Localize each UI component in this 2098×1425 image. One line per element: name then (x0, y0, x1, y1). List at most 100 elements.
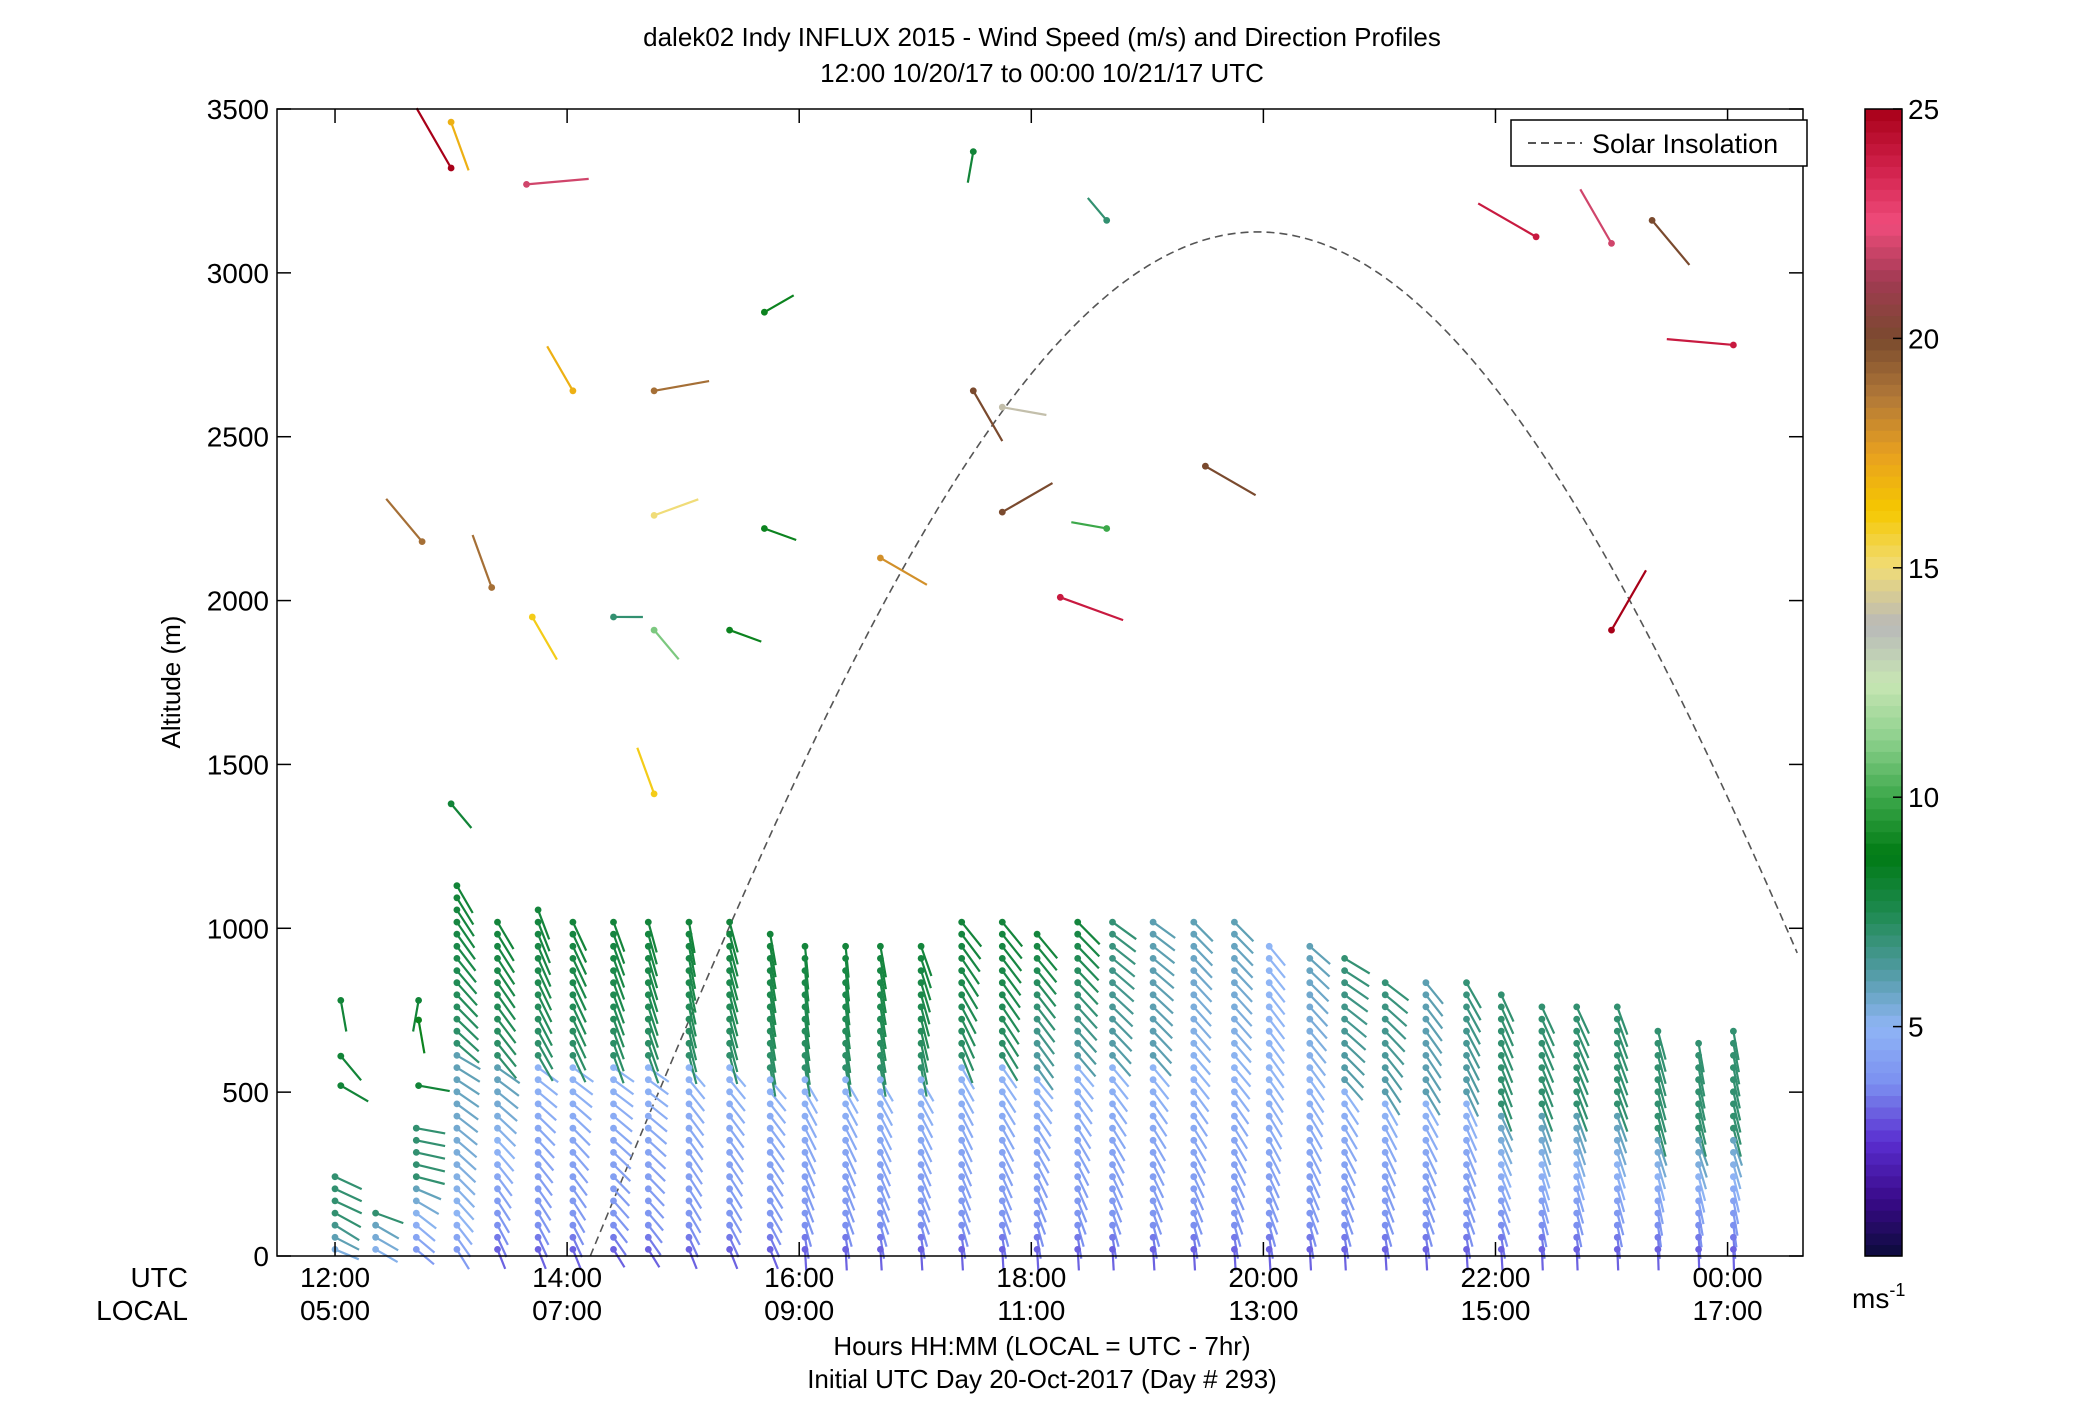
wind-barb-dot (494, 1112, 501, 1120)
wind-barb-dot (534, 1246, 542, 1253)
wind-barb (844, 1103, 859, 1127)
wind-barb-dot (877, 1003, 884, 1011)
wind-barb-dot (1074, 942, 1082, 950)
wind-barb-dot (877, 1124, 884, 1132)
wind-barb-dot (644, 942, 652, 950)
wind-barb-dot (534, 1076, 542, 1084)
wind-barb-dot (534, 1039, 542, 1047)
wind-barb (456, 1200, 475, 1221)
wind-barb-dot (685, 1136, 693, 1144)
wind-barb (769, 1236, 781, 1258)
wind-barb (418, 1084, 450, 1093)
wind-barb-dot (1730, 341, 1737, 349)
wind-barb (1308, 1018, 1328, 1040)
wind-barb-dot (1033, 1039, 1041, 1047)
wind-barb-dot (969, 148, 977, 156)
wind-barb (1152, 921, 1176, 939)
wind-barb-dot (1613, 1076, 1621, 1084)
wind-barb-dot (1033, 1052, 1041, 1059)
wind-barb-dot (998, 1221, 1006, 1229)
colorbar-segment (1865, 1152, 1902, 1165)
wind-barb-dot (958, 1027, 966, 1035)
wind-barb (803, 1031, 811, 1062)
wind-barb (1384, 1091, 1401, 1116)
wind-barb-dot (1654, 1039, 1662, 1047)
wind-barb (1233, 945, 1254, 967)
wind-barb-dot (1381, 1027, 1389, 1035)
wind-barb (1192, 994, 1213, 1015)
wind-barb-dot (1190, 1052, 1198, 1059)
wind-barb-dot (761, 525, 768, 532)
wind-barb (537, 933, 551, 964)
wind-barb (496, 994, 516, 1021)
wind-barb-dot (610, 1039, 617, 1047)
wind-barb (571, 1006, 587, 1035)
wind-barb (1309, 981, 1330, 1003)
wind-barb (1656, 1115, 1667, 1145)
wind-barb (1111, 1200, 1123, 1223)
initial-day-label: Initial UTC Day 20-Oct-2017 (Day # 293) (807, 1364, 1277, 1394)
wind-barb (496, 921, 515, 950)
wind-barb (960, 933, 982, 960)
wind-barb-dot (842, 1197, 849, 1205)
wind-barb-dot (1381, 1136, 1389, 1144)
wind-barb-dot (1695, 1197, 1702, 1205)
wind-barb (919, 1030, 930, 1061)
wind-barb (456, 1030, 480, 1053)
wind-barb (728, 1163, 744, 1185)
colorbar-segment (1865, 602, 1902, 615)
wind-barb (1192, 1042, 1212, 1064)
wind-barb-dot (969, 387, 977, 395)
wind-barb (1384, 1188, 1396, 1211)
wind-barb-dot (1074, 1233, 1082, 1241)
wind-barb (1233, 957, 1254, 979)
wind-barb (647, 946, 659, 977)
wind-barb (1192, 1151, 1207, 1174)
wind-barb (1152, 1042, 1173, 1065)
wind-barb-dot (1463, 1221, 1470, 1229)
wind-barb (537, 1224, 550, 1246)
wind-barb (688, 1151, 704, 1173)
wind-barb-dot (958, 1221, 966, 1229)
wind-barb-dot (1538, 1233, 1546, 1241)
wind-barb (687, 970, 697, 1001)
wind-barb (456, 1224, 473, 1246)
wind-barb (1384, 1115, 1398, 1139)
colorbar-segment (1865, 716, 1902, 729)
wind-barb (455, 1248, 470, 1270)
wind-barb (844, 1067, 852, 1097)
wind-barb-dot (453, 1149, 461, 1156)
wind-barb-dot (1497, 1161, 1505, 1168)
wind-barb-dot (1109, 967, 1116, 974)
wind-barb-dot (1149, 1015, 1157, 1023)
wind-barb-dot (917, 1052, 925, 1059)
wind-barb-dot (1654, 1221, 1662, 1229)
wind-barb-dot (685, 979, 693, 987)
wind-barb (1540, 1067, 1554, 1096)
colorbar-segment (1865, 361, 1902, 374)
wind-barb (1384, 1103, 1399, 1127)
wind-barb-dot (1190, 1246, 1198, 1253)
wind-barb (1344, 969, 1370, 988)
wind-barb (455, 897, 475, 926)
wind-barb (1268, 1103, 1284, 1126)
colorbar-segment (1865, 1106, 1902, 1119)
wind-barb (1540, 1188, 1550, 1213)
wind-barb-dot (998, 967, 1006, 974)
wind-barb-dot (523, 181, 530, 188)
wind-barb-dot (1074, 918, 1082, 926)
wind-barb (1424, 1249, 1429, 1271)
wind-barb (960, 921, 983, 948)
wind-barbs (334, 107, 1744, 1271)
wind-barb-dot (1190, 955, 1198, 962)
wind-barb (572, 1066, 595, 1083)
wind-barb-dot (1149, 1027, 1157, 1035)
wind-barb-dot (1497, 1124, 1505, 1132)
wind-barb-dot (1422, 1233, 1430, 1241)
wind-barb (879, 1212, 890, 1235)
wind-barb (1001, 957, 1022, 984)
wind-barb (728, 1091, 746, 1112)
wind-barb (1152, 1176, 1165, 1199)
colorbar-segment (1865, 1233, 1902, 1246)
wind-barb-dot (1695, 1221, 1702, 1229)
